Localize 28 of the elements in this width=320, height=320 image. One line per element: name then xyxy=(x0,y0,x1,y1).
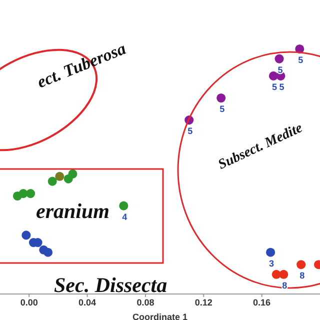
x-tick-label: 0.12 xyxy=(194,297,212,308)
point xyxy=(266,248,276,257)
annotation: 4 xyxy=(122,212,128,222)
annotation: eranium xyxy=(36,199,110,223)
annotation: 5 xyxy=(279,82,284,92)
annotation: 8 xyxy=(300,270,305,281)
annotation: 3 xyxy=(269,258,274,268)
annotation: 5 xyxy=(298,55,304,65)
point xyxy=(68,169,78,178)
point xyxy=(55,172,64,181)
point xyxy=(274,54,284,64)
point xyxy=(296,260,306,270)
x-tick-label: 0.00 xyxy=(20,297,38,308)
x-axis-title: Coordinate 1 xyxy=(132,312,188,320)
point xyxy=(48,176,57,186)
annotation: 5 xyxy=(272,82,277,92)
annotation: 5 xyxy=(188,126,193,136)
point xyxy=(216,93,226,103)
x-tick-label: 0.04 xyxy=(78,297,96,308)
point xyxy=(119,201,128,210)
point xyxy=(26,189,36,198)
point xyxy=(43,248,53,257)
point xyxy=(279,270,288,279)
x-tick-label: 0.16 xyxy=(253,297,271,308)
x-tick-label: 0.08 xyxy=(136,297,154,308)
point xyxy=(22,230,31,240)
annotation: 5 xyxy=(220,104,225,114)
annotation: Sec. Dissecta xyxy=(54,273,168,297)
